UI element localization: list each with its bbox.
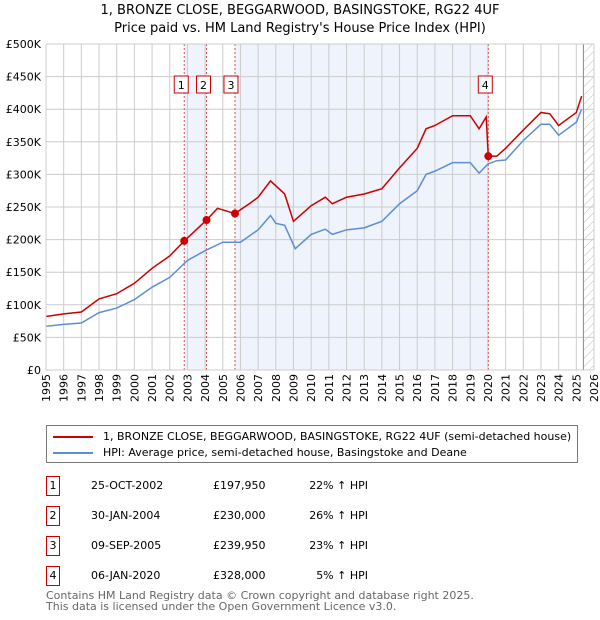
sale-price: £328,000 <box>213 569 266 582</box>
legend-item-property: 1, BRONZE CLOSE, BEGGARWOOD, BASINGSTOKE… <box>53 430 571 443</box>
x-tick-label: 2024 <box>553 374 566 402</box>
x-tick-label: 2016 <box>411 374 424 402</box>
x-tick-label: 1999 <box>111 374 124 402</box>
y-tick-label: £50K <box>13 331 42 344</box>
legend-item-hpi: HPI: Average price, semi-detached house,… <box>53 446 467 459</box>
y-tick-label: £200K <box>6 234 42 247</box>
x-tick-label: 2009 <box>287 374 300 402</box>
sale-date: 09-SEP-2005 <box>91 539 162 552</box>
x-tick-label: 2007 <box>252 374 265 402</box>
chart-title: 1, BRONZE CLOSE, BEGGARWOOD, BASINGSTOKE… <box>100 3 500 36</box>
x-tick-label: 2012 <box>341 374 354 402</box>
x-tick-label: 1995 <box>40 374 53 402</box>
sale-point <box>484 152 493 161</box>
x-tick-label: 2003 <box>181 374 194 402</box>
x-tick-label: 2010 <box>305 374 318 402</box>
sale-label: 2 <box>200 79 207 92</box>
x-tick-label: 2014 <box>376 374 389 402</box>
legend: 1, BRONZE CLOSE, BEGGARWOOD, BASINGSTOKE… <box>46 425 578 463</box>
y-tick-label: £300K <box>6 168 42 181</box>
sale-number: 1 <box>46 476 60 496</box>
sale-date: 30-JAN-2004 <box>91 509 161 522</box>
plot-border <box>45 43 595 371</box>
sale-price: £230,000 <box>213 509 266 522</box>
x-tick-label: 2018 <box>447 374 460 402</box>
y-tick-label: £400K <box>6 103 42 116</box>
x-tick-label: 2022 <box>517 374 530 402</box>
sale-date: 06-JAN-2020 <box>91 569 161 582</box>
sale-row: 2 30-JAN-2004 £230,000 26% ↑ HPI <box>46 506 446 526</box>
x-tick-label: 2021 <box>500 374 513 402</box>
x-tick-label: 2025 <box>570 374 583 402</box>
y-tick-label: £450K <box>6 71 42 84</box>
sale-point <box>202 216 211 225</box>
sale-row: 1 25-OCT-2002 £197,950 22% ↑ HPI <box>46 476 446 496</box>
sale-hpi-diff: 22% ↑ HPI <box>309 479 368 492</box>
sale-label-box <box>173 75 189 94</box>
footer: Contains HM Land Registry data © Crown c… <box>46 589 474 613</box>
sale-hpi-diff: 26% ↑ HPI <box>309 509 368 522</box>
x-tick-label: 2011 <box>323 374 336 402</box>
sale-price: £197,950 <box>213 479 266 492</box>
sale-point <box>180 236 189 245</box>
x-tick-label: 2023 <box>535 374 548 402</box>
sale-label-box <box>223 75 239 94</box>
sale-label: 4 <box>482 79 489 92</box>
x-tick-label: 2015 <box>394 374 407 402</box>
sale-label-box <box>196 75 212 94</box>
sale-label: 3 <box>227 79 234 92</box>
sale-point <box>230 209 239 218</box>
x-tick-label: 2017 <box>429 374 442 402</box>
x-tick-label: 2002 <box>164 374 177 402</box>
series-line <box>45 108 583 328</box>
y-tick-label: £250K <box>6 201 42 214</box>
x-tick-label: 2026 <box>588 374 600 402</box>
sale-price: £239,950 <box>213 539 266 552</box>
x-tick-label: 2008 <box>270 374 283 402</box>
x-tick-label: 2001 <box>146 374 159 402</box>
sale-hpi-diff: 23% ↑ HPI <box>309 539 368 552</box>
x-tick-label: 1997 <box>75 374 88 402</box>
y-tick-label: £0 <box>27 364 41 377</box>
x-tick-label: 2000 <box>128 374 141 402</box>
x-tick-label: 2004 <box>199 374 212 402</box>
x-tick-label: 2013 <box>358 374 371 402</box>
sale-number: 3 <box>46 536 60 556</box>
sale-date: 25-OCT-2002 <box>91 479 164 492</box>
x-tick-label: 1998 <box>93 374 106 402</box>
sale-hpi-diff: 5% ↑ HPI <box>316 569 368 582</box>
x-tick-label: 2006 <box>234 374 247 402</box>
x-tick-label: 2019 <box>464 374 477 402</box>
sale-label-box <box>477 75 493 94</box>
y-tick-label: £350K <box>6 136 42 149</box>
y-tick-label: £100K <box>6 299 42 312</box>
x-tick-label: 2020 <box>482 374 495 402</box>
sale-row: 4 06-JAN-2020 £328,000 5% ↑ HPI <box>46 566 446 586</box>
x-tick-label: 2005 <box>217 374 230 402</box>
y-tick-label: £500K <box>6 38 42 51</box>
series-line <box>45 95 583 318</box>
sale-label: 1 <box>178 79 185 92</box>
sale-row: 3 09-SEP-2005 £239,950 23% ↑ HPI <box>46 536 446 556</box>
sale-number: 4 <box>46 566 60 586</box>
y-tick-label: £150K <box>6 266 42 279</box>
sale-number: 2 <box>46 506 60 526</box>
price-chart: 1995 1996 1997 1998 1999 2000 2001 2002 2003 2004… <box>6 38 600 402</box>
x-tick-label: 1996 <box>58 374 71 402</box>
